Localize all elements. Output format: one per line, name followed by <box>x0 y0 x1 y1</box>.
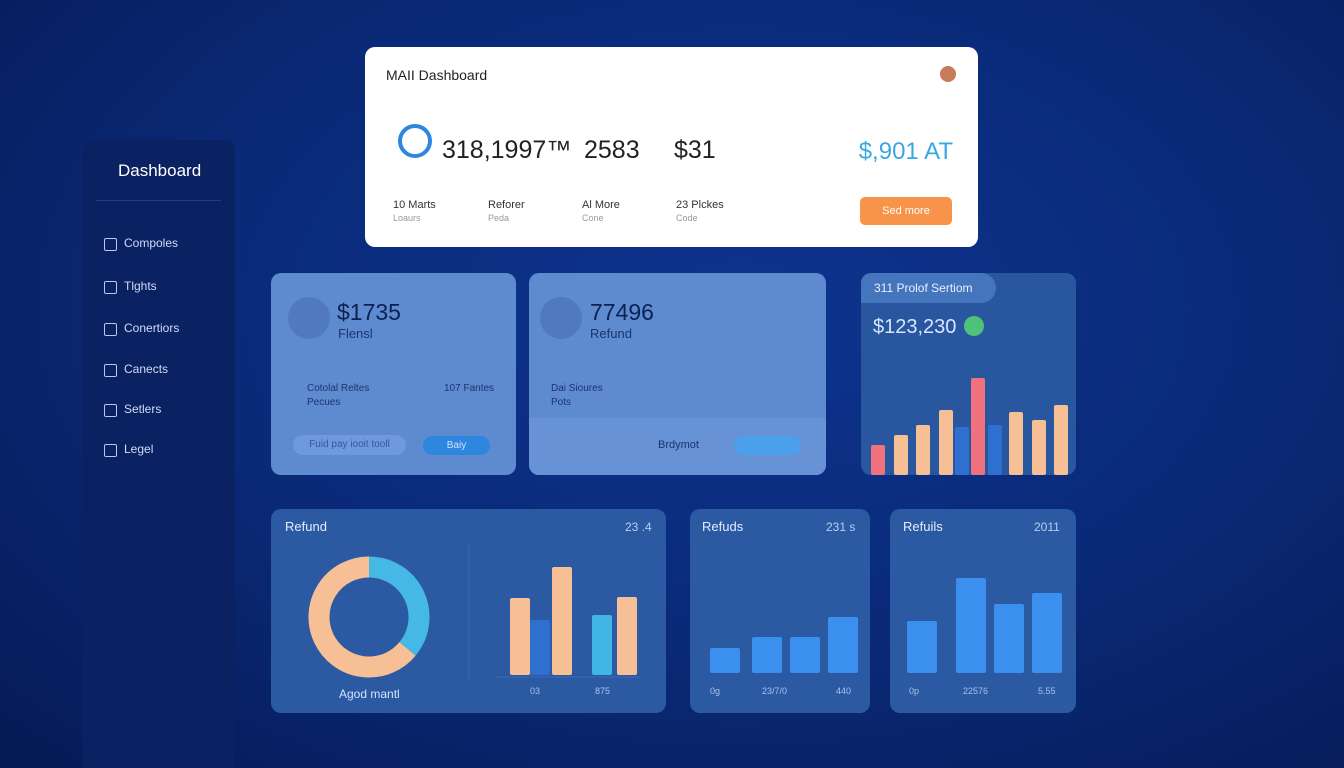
bar <box>1032 593 1062 673</box>
icon <box>540 297 582 339</box>
stat-sublabel: Peda <box>488 213 510 223</box>
bar <box>971 378 985 475</box>
bar <box>956 578 986 673</box>
badge <box>964 316 984 336</box>
badge: 23 .4 <box>625 520 652 534</box>
stat: $31 <box>674 136 716 164</box>
bar <box>552 567 572 675</box>
list-item: Pots <box>551 397 572 408</box>
list-item: Cotolal Reltes <box>307 383 370 394</box>
stat-sublabel: Cone <box>582 213 604 223</box>
divider <box>96 200 221 201</box>
nav-icon <box>104 364 117 377</box>
card-title: Refuds <box>702 519 744 534</box>
bar <box>1054 405 1068 475</box>
badge: 231 s <box>826 520 856 534</box>
x-label: 5.55 <box>1038 686 1056 696</box>
value: $1735 <box>337 299 401 325</box>
card-title: Refuils <box>903 519 943 534</box>
bar <box>1032 420 1046 475</box>
badge: 2011 <box>1034 520 1060 534</box>
button[interactable]: Sed more <box>860 197 952 225</box>
donut-segment <box>368 556 430 656</box>
stat-label: Reforer <box>488 199 525 211</box>
avatar <box>940 66 956 82</box>
x-label: 440 <box>836 686 852 696</box>
bar <box>955 427 969 475</box>
pill: 311 Prolof Sertiom <box>861 273 996 303</box>
card-title: Refund <box>285 519 327 534</box>
stat-sublabel: Code <box>676 213 698 223</box>
bar <box>710 648 740 673</box>
nav-icon <box>104 444 117 457</box>
x-label: 875 <box>595 686 611 696</box>
stat-sublabel: Loaurs <box>393 213 421 223</box>
x-label: 03 <box>530 686 541 696</box>
nav-icon <box>104 238 117 251</box>
list-item: Pecues <box>307 397 341 408</box>
bar <box>916 425 930 475</box>
bar <box>592 615 612 675</box>
bar <box>907 621 937 673</box>
stat-label: 10 Marts <box>393 199 436 211</box>
label: Refund <box>590 326 632 341</box>
nav-item[interactable]: Canects <box>124 362 169 376</box>
stat-label: Al More <box>582 199 620 211</box>
bar <box>1009 412 1023 475</box>
refuds-card <box>690 509 870 713</box>
bar <box>617 597 637 675</box>
stat: 318,1997™ <box>442 136 572 164</box>
bar <box>790 637 820 673</box>
nav-icon <box>104 323 117 336</box>
button[interactable]: Baiy <box>423 436 490 455</box>
bar <box>871 445 885 475</box>
nav-item[interactable]: Legel <box>124 442 154 456</box>
sidebar-title: Dashboard <box>118 161 202 180</box>
icon <box>288 297 330 339</box>
bar <box>939 410 953 475</box>
input[interactable]: Fuid pay iooit tooll <box>293 435 406 455</box>
stat-label: 23 Plckes <box>676 199 724 211</box>
bar <box>530 620 550 675</box>
stat: 2583 <box>584 136 640 164</box>
donut-segment <box>308 556 416 678</box>
label: Flensl <box>338 326 373 341</box>
button[interactable] <box>734 436 801 455</box>
list-item: Dai Sioures <box>551 383 603 394</box>
bar <box>828 617 858 673</box>
header-title: MAII Dashboard <box>386 67 488 83</box>
nav-item[interactable]: Compoles <box>124 236 179 250</box>
nav-item[interactable]: Tlghts <box>124 279 157 293</box>
note: Brdymot <box>658 439 699 451</box>
value: $123,230 <box>873 316 957 338</box>
caption: Agod mantl <box>339 687 400 701</box>
bar <box>752 637 782 673</box>
x-label: 0g <box>710 686 721 696</box>
x-label: 0p <box>909 686 920 696</box>
bar <box>894 435 908 475</box>
x-label: 23/7/0 <box>762 686 788 696</box>
note: 107 Fantes <box>444 383 495 394</box>
bar <box>988 425 1002 475</box>
value: 77496 <box>590 299 654 325</box>
nav-icon <box>104 404 117 417</box>
x-label: 22576 <box>963 686 989 696</box>
highlight: $,901 AT <box>858 138 953 165</box>
sidebar <box>82 140 235 768</box>
clock-icon <box>398 124 432 158</box>
nav-icon <box>104 281 117 294</box>
nav-item[interactable]: Conertiors <box>124 321 180 335</box>
nav-item[interactable]: Setlers <box>124 402 162 416</box>
bar <box>994 604 1024 673</box>
bar <box>510 598 530 675</box>
